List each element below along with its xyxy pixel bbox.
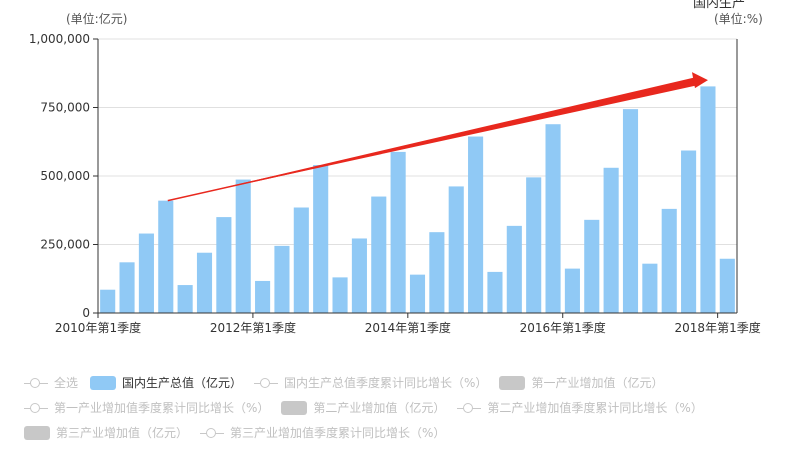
bar — [622, 109, 639, 313]
legend-item[interactable]: 第三产业增加值季度累计同比增长（%） — [200, 424, 445, 441]
bar — [216, 217, 232, 313]
legend-box-icon — [281, 400, 308, 415]
bar — [177, 285, 193, 313]
legend-line-circle-icon — [24, 402, 48, 414]
legend-label: 第二产业增加值季度累计同比增长（%） — [487, 401, 703, 415]
bar — [642, 263, 658, 313]
bar — [719, 258, 735, 313]
legend-line-circle-icon — [24, 377, 48, 389]
left-axis-unit: (单位:亿元) — [66, 12, 128, 26]
bar — [526, 177, 542, 313]
legend-row: 第一产业增加值季度累计同比增长（%） 第二产业增加值（亿元） 第二产业增加值季度累计… — [24, 395, 784, 420]
annotation-arrow-shaft — [167, 77, 698, 201]
y-tick-label: 1,000,000 — [29, 32, 90, 46]
x-tick-label: 2016年第1季度 — [520, 320, 606, 335]
y-tick-label: 750,000 — [40, 101, 90, 115]
bar — [584, 219, 600, 313]
right-axis-title-fragment: 国内生产 — [693, 0, 746, 11]
bar — [313, 165, 329, 313]
gridlines — [98, 38, 737, 245]
gdp-bar-chart: 0 250,000 500,000 750,000 1,000,000 2010年第1季度… — [29, 32, 761, 335]
annotation-arrow-head — [691, 72, 708, 89]
bar — [448, 186, 464, 313]
legend-label: 全选 — [54, 376, 79, 390]
x-tick-label: 2014年第1季度 — [365, 320, 451, 335]
legend-label: 国内生产总值（亿元） — [122, 376, 243, 390]
legend-label: 第三产业增加值（亿元） — [56, 426, 189, 440]
bar — [371, 196, 387, 313]
bar — [700, 86, 716, 313]
bar — [429, 232, 445, 313]
legend: 全选 国内生产总值（亿元） 国内生产总值季度累计同比增长（%） 第一产业增加值（亿元）… — [24, 370, 784, 445]
bar — [235, 179, 251, 313]
legend-label: 国内生产总值季度累计同比增长（%） — [284, 376, 488, 390]
legend-label: 第一产业增加值（亿元） — [531, 376, 664, 390]
legend-label: 第一产业增加值季度累计同比增长（%） — [54, 401, 270, 415]
legend-box-icon — [499, 375, 526, 390]
right-axis-unit: (单位:%) — [714, 12, 763, 26]
legend-box-icon — [24, 425, 50, 440]
bar — [100, 289, 116, 313]
bar — [409, 274, 426, 313]
legend-line-circle-icon — [457, 402, 482, 414]
legend-item[interactable]: 第二产业增加值季度累计同比增长（%） — [457, 399, 703, 416]
bar — [196, 252, 213, 313]
annotation-arrow — [167, 72, 708, 202]
bar — [255, 280, 271, 313]
bar — [158, 200, 174, 313]
legend-label: 第三产业增加值季度累计同比增长（%） — [230, 426, 446, 440]
annotation-arrow-line — [167, 80, 699, 202]
bar — [603, 167, 619, 313]
x-tick-label: 2018年第1季度 — [675, 320, 761, 335]
legend-row: 全选 国内生产总值（亿元） 国内生产总值季度累计同比增长（%） 第一产业增加值（亿元） — [24, 370, 784, 395]
legend-item[interactable]: 第一产业增加值（亿元） — [499, 374, 663, 391]
bar — [545, 124, 561, 314]
y-tick-label: 0 — [82, 306, 90, 320]
legend-item[interactable]: 国内生产总值季度累计同比增长（%） — [254, 374, 487, 391]
legend-label: 第二产业增加值（亿元） — [313, 401, 446, 415]
bar — [351, 238, 367, 313]
bar — [119, 262, 135, 313]
bar — [274, 245, 290, 313]
bar — [332, 277, 348, 313]
bar — [487, 271, 503, 313]
legend-box-icon — [90, 375, 117, 390]
bar — [506, 225, 522, 313]
tick-labels: 0 250,000 500,000 750,000 1,000,000 2010年第1季度… — [29, 32, 761, 335]
bar — [681, 150, 697, 313]
legend-line-circle-icon — [200, 427, 225, 439]
bar — [390, 151, 406, 313]
bars — [100, 86, 735, 314]
y-tick-label: 250,000 — [40, 238, 90, 252]
x-tick-label: 2012年第1季度 — [210, 320, 296, 335]
legend-item[interactable]: 第三产业增加值（亿元） — [24, 424, 188, 441]
bar — [564, 268, 580, 313]
bar — [138, 233, 154, 313]
bar — [468, 136, 484, 313]
legend-item[interactable]: 国内生产总值（亿元） — [90, 374, 242, 391]
legend-item[interactable]: 第一产业增加值季度累计同比增长（%） — [24, 399, 269, 416]
legend-row: 第三产业增加值（亿元） 第三产业增加值季度累计同比增长（%） — [24, 420, 784, 445]
axes — [93, 38, 738, 318]
bar — [293, 207, 309, 313]
legend-item[interactable]: 全选 — [24, 374, 78, 391]
y-tick-label: 500,000 — [40, 169, 90, 183]
legend-line-circle-icon — [254, 377, 279, 389]
x-tick-label: 2010年第1季度 — [55, 320, 141, 335]
legend-item[interactable]: 第二产业增加值（亿元） — [281, 399, 445, 416]
bar — [661, 208, 677, 313]
